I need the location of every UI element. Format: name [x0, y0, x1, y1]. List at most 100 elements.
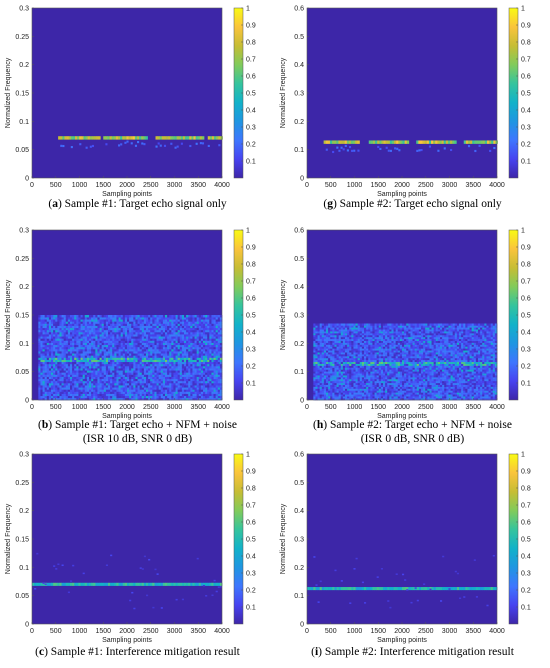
noise-cell: [184, 395, 187, 399]
heatmap-cells: [323, 140, 498, 154]
noise-cell: [347, 373, 350, 376]
noise-cell: [349, 398, 352, 401]
noise-cell: [53, 395, 56, 399]
noise-cell: [40, 323, 43, 326]
noise-cell: [152, 340, 155, 343]
noise-cell: [57, 385, 60, 388]
echo-cell: [406, 140, 410, 144]
noise-cell: [345, 331, 348, 334]
noise-cell: [70, 395, 73, 399]
noise-cell: [48, 383, 52, 386]
noise-cell: [44, 385, 48, 388]
noise-cell: [213, 327, 216, 331]
noise-cell: [192, 359, 195, 363]
noise-cell: [131, 395, 134, 399]
noise-cell: [114, 351, 117, 354]
noise-cell: [55, 342, 58, 346]
noise-cell: [156, 370, 159, 373]
noise-cell: [321, 342, 325, 345]
noise-cell: [110, 334, 113, 337]
noise-cell: [97, 349, 100, 352]
noise-cell: [57, 397, 60, 401]
noise-cell: [351, 354, 354, 357]
noise-cell: [368, 356, 371, 359]
noise-cell: [112, 325, 115, 329]
noise-cell: [42, 387, 45, 390]
noise-cell: [141, 389, 145, 392]
noise-cell: [370, 398, 373, 401]
noise-cell: [97, 374, 100, 377]
noise-cell: [347, 377, 350, 380]
noise-cell: [177, 374, 181, 377]
echo-tail-cell: [120, 143, 123, 146]
noise-cell: [82, 368, 86, 371]
noise-cell: [48, 374, 52, 377]
noise-cell: [48, 317, 52, 320]
noise-cell: [338, 336, 342, 340]
noise-cell: [359, 354, 363, 357]
noise-cell: [211, 357, 214, 360]
noise-cell: [334, 392, 337, 395]
noise-cell: [156, 374, 159, 377]
noise-cell: [122, 383, 126, 386]
noise-cell: [74, 353, 77, 356]
noise-cell: [141, 359, 145, 363]
noise-cell: [205, 366, 208, 369]
noise-cell: [154, 357, 157, 360]
y-axis-label: Normalized Frequency: [280, 57, 287, 128]
noise-cell: [51, 372, 54, 375]
noise-cell: [361, 369, 365, 372]
noise-cell: [76, 355, 79, 358]
noise-cell: [207, 346, 210, 350]
noise-cell: [175, 389, 178, 392]
noise-cell: [347, 382, 350, 385]
noise-cell: [368, 346, 371, 349]
noise-cell: [219, 380, 223, 384]
noise-cell: [156, 366, 159, 369]
noise-cell: [353, 352, 356, 355]
noise-cell: [334, 375, 337, 378]
noise-cell: [336, 361, 339, 364]
noise-cell: [99, 393, 102, 397]
echo-cell: [443, 140, 447, 144]
noise-cell: [171, 349, 174, 352]
noise-cell: [44, 327, 48, 331]
noise-cell: [84, 349, 88, 352]
noise-cell: [366, 350, 369, 353]
noise-cell: [181, 389, 185, 392]
noise-cell: [108, 342, 111, 346]
noise-cell: [315, 346, 318, 349]
noise-cell: [317, 363, 320, 366]
noise-cell: [340, 354, 344, 357]
noise-cell: [40, 317, 43, 320]
noise-cell: [70, 329, 73, 333]
noise-cell: [80, 395, 83, 399]
noise-cell: [59, 349, 62, 352]
noise-cell: [80, 332, 83, 335]
noise-cell: [127, 315, 130, 318]
noise-cell: [38, 359, 41, 363]
noise-cell: [184, 323, 187, 326]
noise-cell: [207, 327, 210, 331]
noise-cell: [328, 398, 331, 401]
noise-cell: [152, 376, 155, 380]
colorbar-tick-label: 0.7: [246, 279, 256, 286]
noise-cell: [143, 359, 147, 363]
noise-cell: [141, 342, 145, 346]
noise-cell: [219, 372, 223, 375]
noise-cell: [63, 359, 67, 363]
noise-cell: [359, 357, 363, 361]
noise-cell: [139, 383, 143, 386]
noise-cell: [194, 338, 197, 341]
noise-cell: [179, 351, 183, 354]
noise-cell: [110, 363, 113, 367]
noise-cell: [203, 338, 206, 341]
noise-cell: [349, 373, 352, 376]
noise-cell: [200, 355, 204, 358]
noise-cell: [112, 353, 115, 356]
noise-cell: [143, 346, 147, 350]
noise-cell: [203, 325, 206, 329]
noise-cell: [328, 371, 331, 374]
noise-cell: [340, 363, 344, 366]
noise-cell: [127, 325, 130, 329]
